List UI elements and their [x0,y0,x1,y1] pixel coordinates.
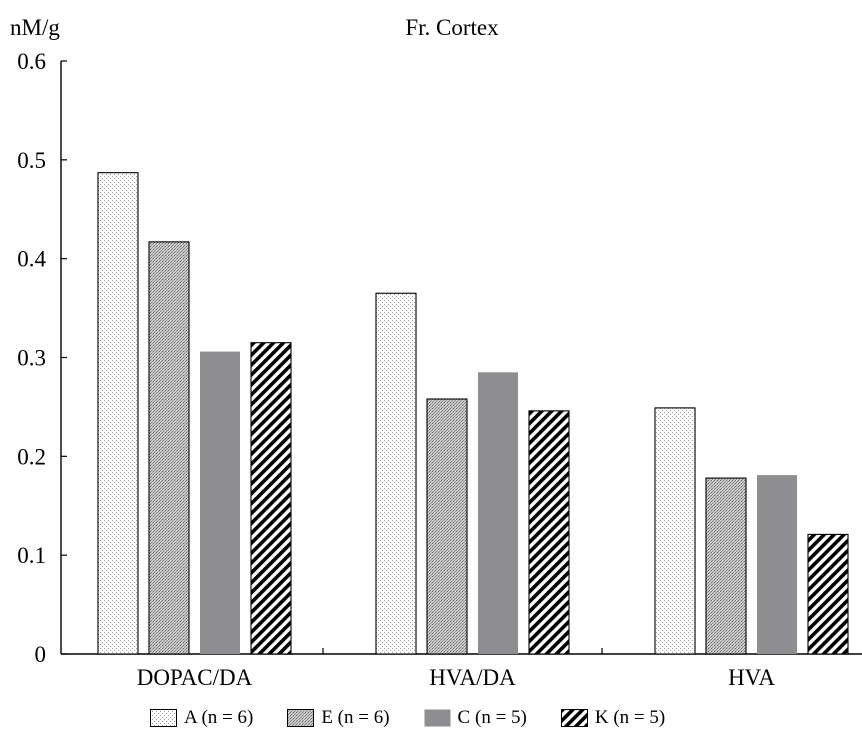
bars [97,172,849,655]
legend-swatch [560,709,588,727]
y-tick-label: 0.3 [17,346,46,371]
legend-n-label: n = 5 [619,707,659,728]
legend-label: A (n = 6) [184,707,254,728]
bar-k-hvada [528,410,570,655]
y-axis-label: nM/g [10,15,60,40]
x-tick-label: DOPAC/DA [137,665,253,690]
x-tick-label: HVA [728,665,775,690]
y-tick-label: 0.4 [17,247,46,272]
bar-c-hva [757,475,797,654]
x-tick-label: HVA/DA [429,665,516,690]
legend-series-name: K [594,707,609,728]
bar-e-dopacda [148,241,190,655]
bar-e-hva [705,477,747,655]
legend-label: C (n = 5) [457,707,527,728]
y-tick-label: 0.2 [17,444,46,469]
y-tick-label: 0 [35,642,47,667]
bar-k-dopacda [250,342,292,655]
legend-swatch [150,709,177,727]
chart-title: Fr. Cortex [405,15,499,40]
legend-item-e: E (n = 6) [287,707,390,729]
y-tick-label: 0.1 [17,543,46,568]
legend-label: K (n = 5) [594,707,666,728]
bar-c-hvada [478,372,518,654]
legend-series-name: E [321,707,333,728]
legend-label: E (n = 6) [321,707,390,728]
bar-a-hvada [375,292,417,655]
legend-swatch [287,709,315,727]
axis-labels: 0 0.1 0.2 0.3 0.4 0.5 0.6 DOPAC/DA HVA/DA HVA [17,49,775,690]
y-tick-label: 0.5 [17,148,46,173]
legend-item-k: K (n = 5) [560,707,666,729]
bar-chart: nM/g Fr. Cortex 0 0.1 0.2 0.3 0.4 0.5 0.6 DOPAC… [10,15,862,690]
legend-item-a: A (n = 6) [150,707,253,729]
legend-n-label: n = 6 [344,707,384,728]
bar-a-hva [654,407,696,655]
legend-n-label: n = 6 [207,707,247,728]
bar-a-dopacda [97,172,139,655]
bar-k-hva [807,533,849,655]
bar-c-dopacda [200,351,240,654]
legend-swatch [424,709,451,727]
legend: A (n = 6) E (n = 6) C (n = 5) K (n = 5) [150,706,699,730]
legend-series-name: A [184,707,197,728]
y-tick-label: 0.6 [17,49,46,74]
bar-e-hvada [426,398,468,655]
legend-series-name: C [457,707,471,728]
legend-item-c: C (n = 5) [424,707,527,729]
legend-n-label: n = 5 [481,707,521,728]
